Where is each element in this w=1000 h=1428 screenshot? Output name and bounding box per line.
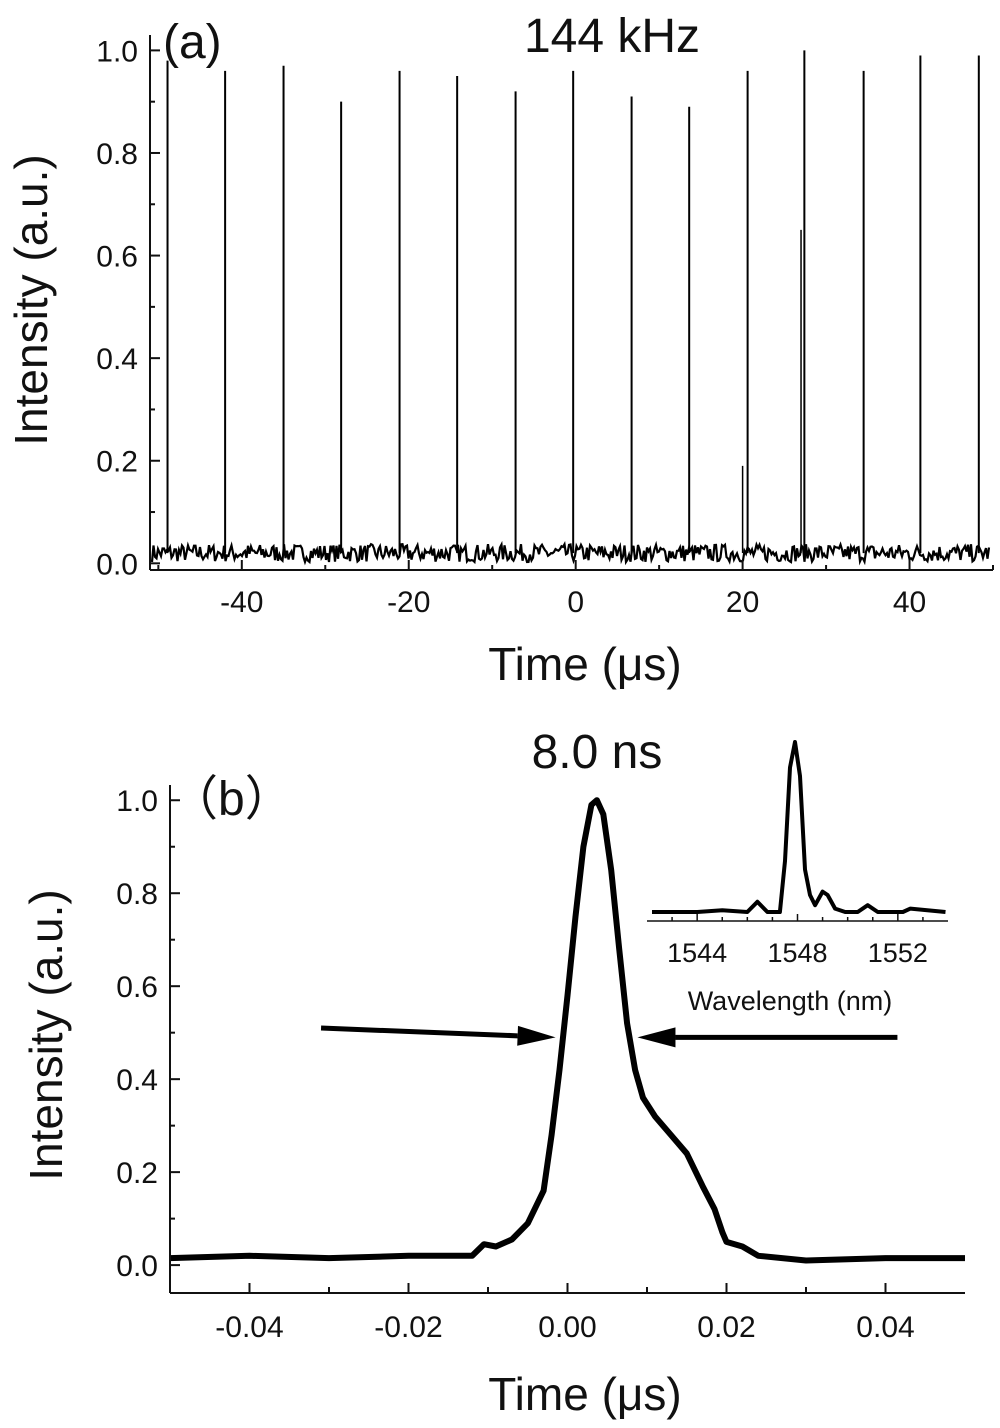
x-tick-label: 0.00 [538,1311,596,1344]
x-tick-label: 0 [567,586,584,619]
y-tick-label: 0.0 [116,1250,158,1283]
panel-b-annotation: 8.0 ns [532,726,663,779]
panel-a: -40 -20 0 20 40 0.0 0.2 0.4 0.6 0.8 1.0 (a) 144 kH… [5,10,994,690]
pulse-trace [169,797,965,1264]
x-tick-label: -0.02 [374,1311,442,1344]
x-tick-label: 0.02 [697,1311,755,1344]
panel-b-label: （b） [170,773,293,826]
y-tick-label: 0.0 [96,548,138,581]
inset-marks: 1544 1548 1552 [647,740,948,968]
panel-a-ticks: -40 -20 0 20 40 0.0 0.2 0.4 0.6 0.8 1.0 [96,35,994,619]
x-tick-label: 20 [726,586,759,619]
y-tick-label: 0.2 [96,446,138,479]
y-tick-label: 1.0 [96,35,138,68]
y-tick-label: 0.8 [116,878,158,911]
y-tick-label: 0.6 [116,971,158,1004]
inset-x-axis-title: Wavelength (nm) [688,986,893,1016]
y-tick-label: 0.8 [96,138,138,171]
x-tick-label: 40 [893,586,926,619]
panel-a-label: (a) [163,16,222,69]
panel-a-annotation: 144 kHz [524,10,700,63]
arrow-head [637,1027,676,1048]
x-tick-label: -20 [387,586,430,619]
inset-x-tick-label: 1544 [667,938,727,968]
x-tick-label: -0.04 [215,1311,283,1344]
y-tick-label: 0.2 [116,1157,158,1190]
panel-b-x-axis-title: Time (μs) [488,1368,681,1420]
inset-spectrum: 1544 1548 1552 Wavelength (nm) [647,740,948,1016]
inset-x-tick-label: 1548 [767,938,827,968]
baseline-noise [150,540,991,566]
panel-b-marks [169,797,965,1264]
arrow-shaft [320,1025,518,1039]
y-tick-label: 0.4 [96,343,138,376]
x-tick-label: -40 [220,586,263,619]
y-tick-label: 1.0 [116,785,158,818]
fwhm-arrow-right [637,1027,898,1048]
panel-b-ticks: -0.04 -0.02 0.00 0.02 0.04 0.0 0.2 0.4 0.6 0.8 1.0 [116,785,914,1344]
x-tick-label: 0.04 [856,1311,914,1344]
inset-x-tick-label: 1552 [868,938,928,968]
y-tick-label: 0.6 [96,241,138,274]
panel-b: -0.04 -0.02 0.00 0.02 0.04 0.0 0.2 0.4 0.6 0.8 1.0… [20,726,965,1420]
inset-spectrum-trace [652,740,946,914]
panel-a-x-axis-title: Time (μs) [488,638,681,690]
panel-a-y-axis-title: Intensity (a.u.) [5,154,57,445]
fwhm-arrow-left [320,1025,556,1046]
panel-a-marks [150,50,991,566]
arrow-head [517,1025,556,1046]
panel-b-y-axis-title: Intensity (a.u.) [20,889,72,1180]
y-tick-label: 0.4 [116,1064,158,1097]
